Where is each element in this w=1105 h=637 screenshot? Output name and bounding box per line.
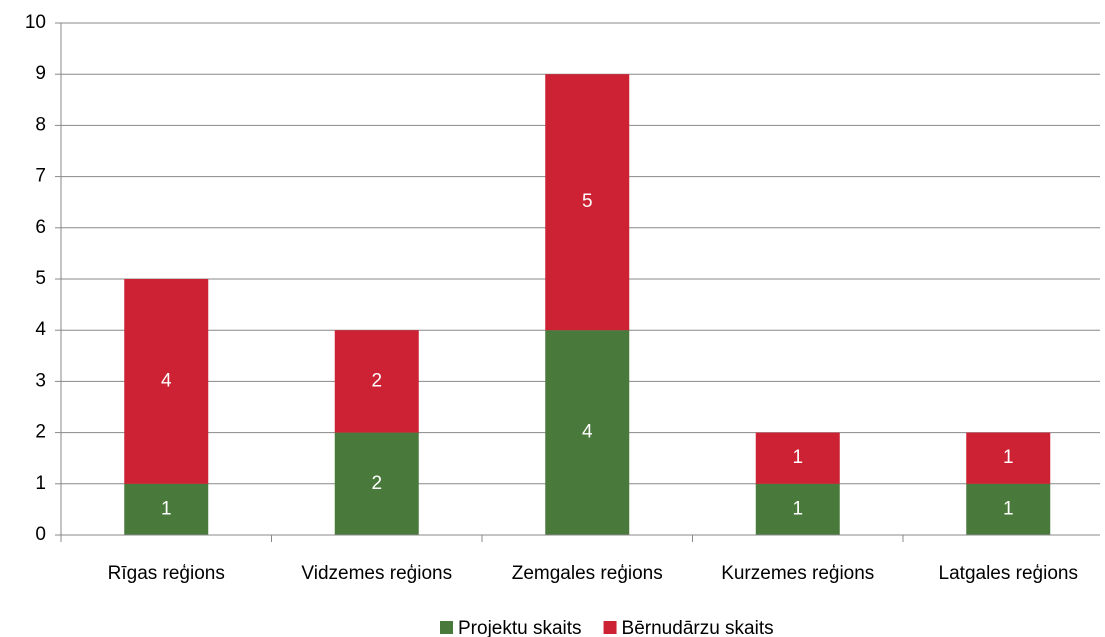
bar-segment: [124, 483, 209, 535]
value-label: 2: [371, 473, 382, 494]
legend-swatch: [440, 621, 453, 634]
y-tick-label: 7: [35, 166, 46, 187]
bar-segment: [334, 432, 419, 535]
legend-swatch: [603, 621, 617, 634]
bar-segment: [755, 483, 840, 535]
y-tick-label: 9: [35, 63, 46, 84]
value-label: 1: [1003, 447, 1014, 468]
bar-segment: [545, 330, 630, 535]
legend-label: Bērnudārzu skaits: [622, 618, 774, 637]
x-tick-label: Latgales reģions: [939, 563, 1078, 584]
y-tick-label: 3: [35, 370, 46, 391]
value-label: 5: [582, 191, 593, 212]
x-tick-label: Zemgales reģions: [512, 563, 663, 584]
bar-segment: [755, 432, 840, 484]
bar-segment: [545, 74, 630, 331]
value-label: 1: [792, 447, 803, 468]
y-tick-label: 6: [35, 217, 46, 238]
value-label: 1: [161, 498, 172, 519]
bar-segment: [966, 432, 1051, 484]
bar-segment: [334, 330, 419, 433]
x-tick-label: Kurzemes reģions: [721, 563, 874, 584]
y-tick-label: 8: [35, 114, 46, 135]
y-tick-label: 0: [35, 524, 46, 545]
y-tick-label: 5: [35, 268, 46, 289]
value-label: 4: [582, 422, 593, 443]
value-label: 1: [1003, 498, 1014, 519]
value-label: 4: [161, 370, 172, 391]
bar-segment: [966, 483, 1051, 535]
bar-segment: [124, 279, 209, 484]
legend-label: Projektu skaits: [458, 618, 582, 637]
y-tick-label: 2: [35, 422, 46, 443]
value-label: 2: [371, 370, 382, 391]
y-tick-label: 10: [25, 12, 46, 33]
y-tick-label: 1: [35, 473, 46, 494]
x-tick-label: Rīgas reģions: [108, 563, 225, 584]
y-tick-label: 4: [35, 319, 46, 340]
value-label: 1: [792, 498, 803, 519]
x-tick-label: Vidzemes reģions: [301, 563, 452, 584]
